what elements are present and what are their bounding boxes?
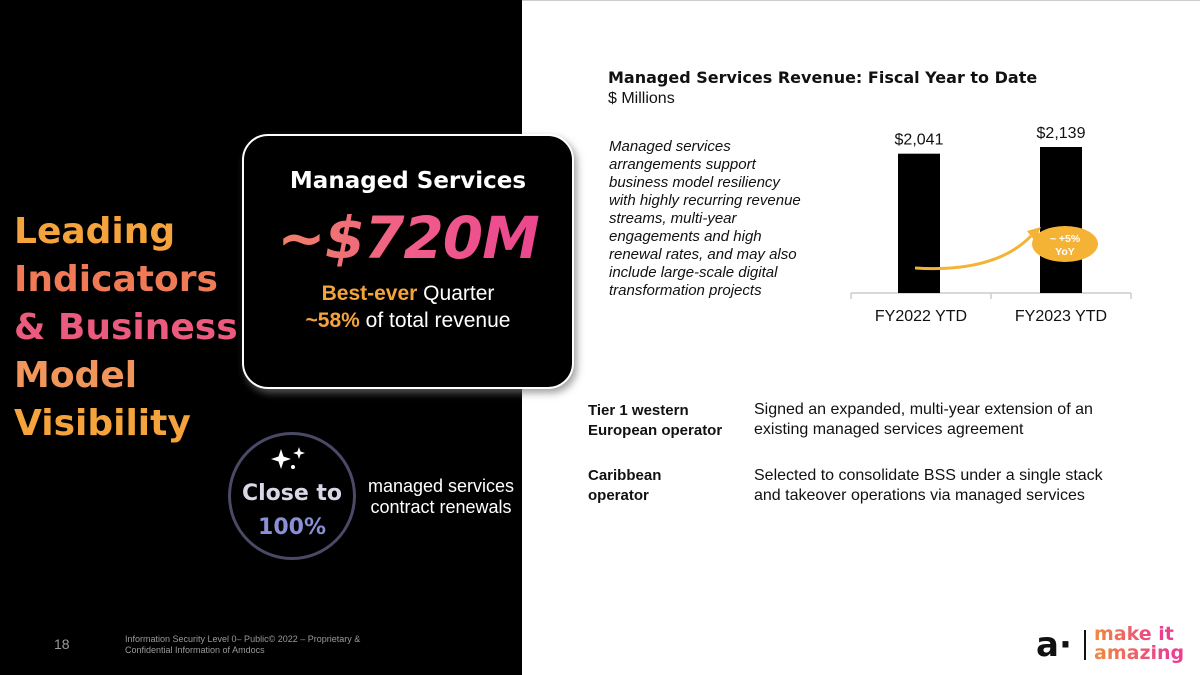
yoy-badge (1032, 226, 1098, 262)
sparkle-icon (269, 445, 315, 473)
headline-line: Visibility (14, 403, 191, 444)
yoy-badge-text: ~ +5% (1050, 233, 1081, 245)
growth-arrow (914, 234, 1033, 271)
bar (1040, 147, 1082, 293)
headline-line: Leading (14, 211, 176, 252)
logo-tagline-line1: make it (1094, 623, 1174, 645)
renewals-ring: Close to 100% (228, 432, 356, 560)
headline: Leading Indicators & Business Model Visi… (14, 208, 244, 448)
card-line-revenue-share: ~58% of total revenue (244, 309, 572, 333)
quarter-text: Quarter (417, 282, 495, 305)
managed-services-card: Managed Services ~$720M Best-ever Quarte… (242, 134, 574, 389)
bar (898, 153, 940, 293)
footer-note: Information Security Level 0– Public© 20… (125, 634, 361, 655)
logo-separator (1084, 630, 1086, 660)
growth-arrow-head (1027, 227, 1041, 241)
ring-text-percent: 100% (258, 515, 326, 540)
card-title: Managed Services (289, 168, 527, 194)
percent-accent: ~58% (305, 309, 360, 332)
bar-value-label: $2,041 (895, 132, 944, 149)
deal-text: Selected to consolidate BSS under a sing… (754, 467, 1103, 504)
right-panel (522, 0, 1200, 675)
logo-mark: a· (1036, 625, 1072, 665)
card-line-best-quarter: Best-ever Quarter (244, 282, 572, 306)
headline-line: Indicators (14, 259, 218, 300)
x-tick-label: FY2022 YTD (875, 308, 967, 325)
deal-label: Tier 1 western European operator (588, 402, 723, 439)
bar-value-label: $2,139 (1037, 125, 1086, 142)
amdocs-logo: a· make it amazing (1036, 622, 1186, 666)
ring-text-close-to: Close to (241, 481, 343, 506)
yoy-badge-text: YoY (1055, 246, 1075, 258)
chart-title: Managed Services Revenue: Fiscal Year to… (608, 68, 1038, 87)
logo-tagline-line2: amazing (1094, 642, 1185, 664)
revenue-bar-chart: $2,041 FY2022 YTD $2,139 FY2023 YTD ~ +5%YoY (850, 125, 1132, 325)
x-tick-label: FY2023 YTD (1015, 308, 1107, 325)
best-ever-accent: Best-ever (321, 282, 418, 305)
deal-text: Signed an expanded, multi-year extension… (754, 401, 1093, 438)
card-value: ~$720M (244, 204, 572, 272)
page-number: 18 (54, 636, 70, 652)
renewals-caption: managed services contract renewals (367, 476, 515, 517)
chart-unit: $ Millions (608, 90, 675, 107)
headline-line: Model (14, 355, 138, 396)
chart-description: Managed services arrangements support bu… (609, 138, 801, 299)
headline-line: & Business (14, 307, 238, 348)
deal-label: Caribbean operator (588, 467, 662, 504)
revenue-share-text: of total revenue (359, 309, 511, 332)
